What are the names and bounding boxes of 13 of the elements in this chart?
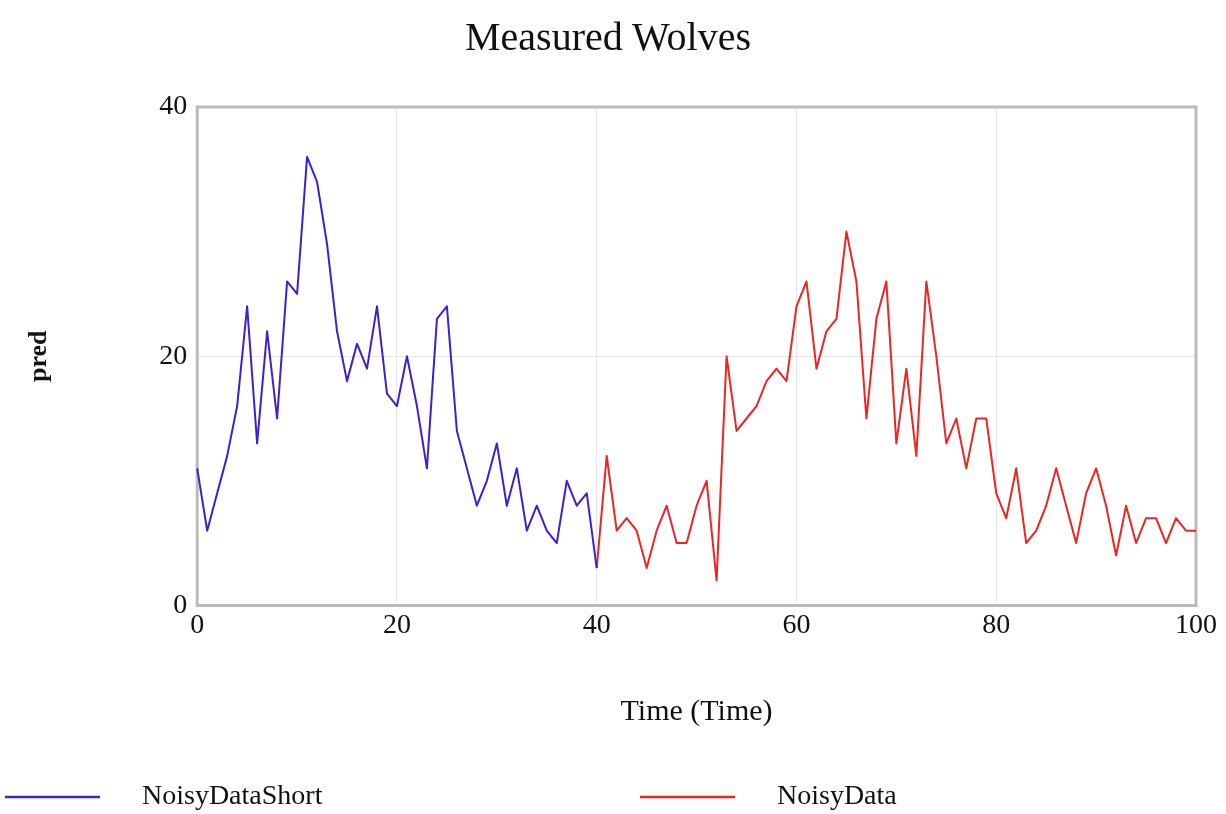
x-tick-label: 100 (1175, 607, 1217, 639)
x-tick-label: 40 (582, 607, 611, 639)
legend-label: NoisyDataShort (142, 779, 323, 811)
y-tick-label: 0 (173, 587, 188, 619)
x-tick-label: 20 (382, 607, 411, 639)
chart-title: Measured Wolves (465, 13, 751, 59)
y-tick-label: 40 (159, 89, 188, 121)
x-axis-title: Time (Time) (620, 692, 773, 727)
y-tick-label: 20 (159, 338, 188, 370)
x-tick-label: 60 (782, 607, 811, 639)
x-tick-label: 80 (982, 607, 1011, 639)
y-axis-title: pred (23, 329, 53, 382)
legend-label: NoisyData (777, 779, 898, 811)
